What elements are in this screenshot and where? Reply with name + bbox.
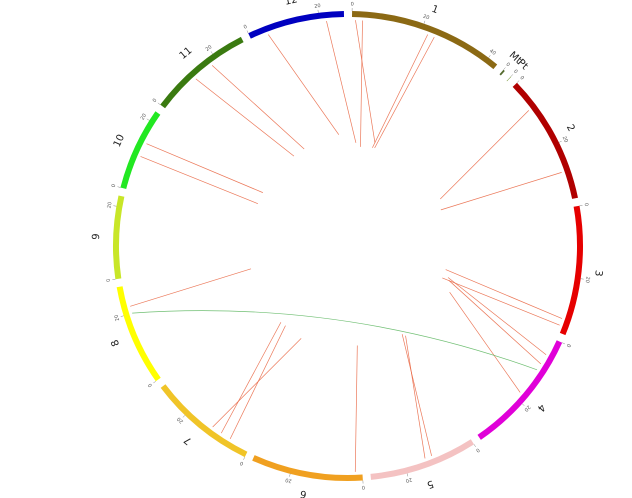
tick-label: 20 <box>176 416 185 425</box>
chromosome-label: 2 <box>564 123 577 134</box>
chromosome-label: 6 <box>299 488 307 498</box>
chromosome-label: 4 <box>535 401 548 413</box>
chromosome-arc <box>499 69 505 76</box>
tick-label: 0 <box>152 98 159 104</box>
tick-label: 0 <box>106 278 112 282</box>
tick-label: 20 <box>314 3 321 10</box>
tick-label: 0 <box>111 184 118 189</box>
link <box>130 172 562 307</box>
chromosome-arc <box>351 11 498 70</box>
chromosome-arc <box>512 82 578 199</box>
chromosome-arc <box>120 111 161 189</box>
tick-label: 0 <box>505 62 511 69</box>
chromosome-label: 7 <box>182 434 194 447</box>
link <box>211 65 542 365</box>
tick-mark <box>558 140 562 143</box>
tick-label: 20 <box>114 314 122 322</box>
tick-label: 0 <box>518 75 525 81</box>
link <box>195 78 547 356</box>
tick-mark <box>246 30 249 34</box>
chromosome-arc <box>160 384 248 458</box>
tick-mark <box>503 67 506 70</box>
tick-label: 0 <box>243 24 248 31</box>
tick-label: 20 <box>561 135 569 143</box>
tick-mark <box>516 80 520 83</box>
tick-label: 0 <box>147 382 154 388</box>
tick-label: 20 <box>422 14 430 22</box>
link <box>220 36 435 434</box>
chromosome-arc <box>116 286 161 382</box>
tick-mark <box>423 20 426 24</box>
tick-mark <box>182 415 186 418</box>
tick-mark <box>117 186 121 188</box>
chromosome-label: 11 <box>178 45 195 62</box>
tick-label: 0 <box>583 203 589 207</box>
link <box>132 310 538 371</box>
tick-mark <box>562 342 566 345</box>
tick-label: 0 <box>362 484 366 490</box>
link <box>140 156 560 326</box>
link <box>146 143 563 319</box>
chromosome-arc <box>477 340 563 440</box>
tick-mark <box>157 102 161 105</box>
tick-mark <box>153 381 156 384</box>
tick-label: 0 <box>239 460 244 467</box>
tick-label: 20 <box>106 201 113 208</box>
tick-mark <box>243 456 245 460</box>
tick-mark <box>473 444 476 448</box>
tick-label: 0 <box>512 69 518 76</box>
chromosome-arc <box>160 36 244 109</box>
link <box>267 34 521 393</box>
tick-mark <box>113 205 117 207</box>
tick-label: 40 <box>488 48 497 57</box>
chromosome-label: 3 <box>592 269 604 277</box>
tick-label: 20 <box>405 476 413 483</box>
tick-mark <box>579 204 583 206</box>
chromosome-arc <box>559 205 583 336</box>
tick-mark <box>289 473 291 477</box>
chromosome-arc <box>370 439 475 480</box>
tick-label: 20 <box>584 276 591 283</box>
chromosome-arc <box>248 11 345 39</box>
chromosome-label: 10 <box>112 133 127 149</box>
tick-mark <box>488 55 491 58</box>
tick-label: 20 <box>140 113 148 122</box>
chromosome-label: 12 <box>284 0 299 8</box>
link <box>326 20 432 457</box>
tick-label: 20 <box>205 44 214 53</box>
chromosome-label: 8 <box>110 338 123 348</box>
tick-label: 0 <box>565 343 572 348</box>
tick-mark <box>210 51 213 55</box>
tick-label: 20 <box>523 404 532 413</box>
tick-mark <box>406 473 409 477</box>
link <box>355 20 426 459</box>
tick-label: 20 <box>285 476 293 483</box>
tick-mark <box>146 118 150 121</box>
link <box>212 110 530 428</box>
tick-label: 0 <box>351 2 354 8</box>
tick-mark <box>510 74 514 77</box>
chromosome-arc <box>113 195 125 280</box>
chromosome-label: 9 <box>91 233 102 240</box>
tick-mark <box>120 315 124 317</box>
tick-label: 0 <box>475 446 481 453</box>
chromosome-arc <box>252 455 363 481</box>
chromosome-label: 5 <box>425 478 435 490</box>
chromosome-label: 1 <box>430 4 440 17</box>
link <box>229 34 429 440</box>
tick-mark <box>522 403 525 406</box>
link <box>354 20 363 472</box>
